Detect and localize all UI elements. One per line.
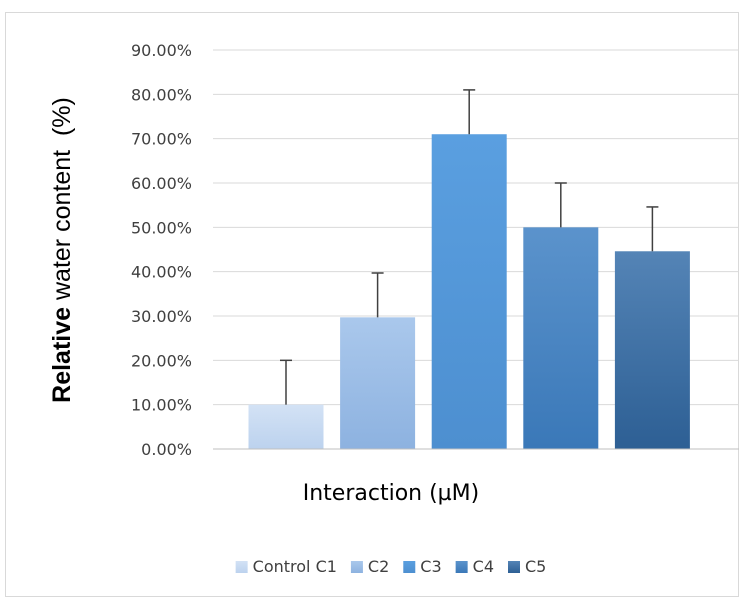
bar-2 (340, 317, 416, 449)
bar-5 (614, 251, 690, 449)
bar-1 (248, 404, 324, 449)
legend-label: C4 (473, 557, 494, 576)
y-axis-label: Relative water content (%) (48, 97, 76, 403)
y-tick-label: 30.00% (131, 307, 192, 326)
y-axis-ticks: 0.00% 10.00% 20.00% 30.00% 40.00% 50.00% 60.00… (131, 41, 192, 459)
legend-label: Control C1 (253, 557, 337, 576)
y-tick-label: 0.00% (141, 440, 192, 459)
bar-4 (523, 227, 599, 449)
legend-item-3: C3 (403, 557, 442, 576)
y-tick-label: 70.00% (131, 130, 192, 149)
y-tick-label: 40.00% (131, 263, 192, 282)
legend-swatch (403, 561, 416, 573)
legend-label: C3 (420, 557, 441, 576)
legend-item-2: C2 (350, 557, 389, 576)
legend-label: C2 (368, 557, 389, 576)
y-tick-label: 90.00% (131, 41, 192, 60)
legend-swatch (508, 561, 520, 573)
y-tick-label: 20.00% (131, 351, 192, 370)
legend-item-5: C5 (508, 557, 546, 576)
x-axis-label: Interaction (µM) (303, 481, 480, 506)
y-tick-label: 80.00% (131, 85, 192, 104)
bar-3 (431, 134, 507, 449)
y-axis-label-rest: water content (%) (48, 97, 76, 307)
legend-item-1: Control C1 (235, 557, 337, 576)
legend-label: C5 (525, 557, 546, 576)
y-axis-label-bold: Relative (48, 307, 76, 403)
y-tick-label: 10.00% (131, 396, 192, 415)
legend-swatch (455, 561, 468, 573)
legend: Control C1 C2 C3 C4 C5 (235, 557, 546, 576)
legend-item-4: C4 (455, 557, 494, 576)
legend-swatch (235, 561, 248, 573)
legend-swatch (350, 561, 363, 573)
error-bars (280, 89, 659, 405)
bars (248, 134, 690, 449)
y-tick-label: 60.00% (131, 174, 192, 193)
y-tick-label: 50.00% (131, 218, 192, 237)
